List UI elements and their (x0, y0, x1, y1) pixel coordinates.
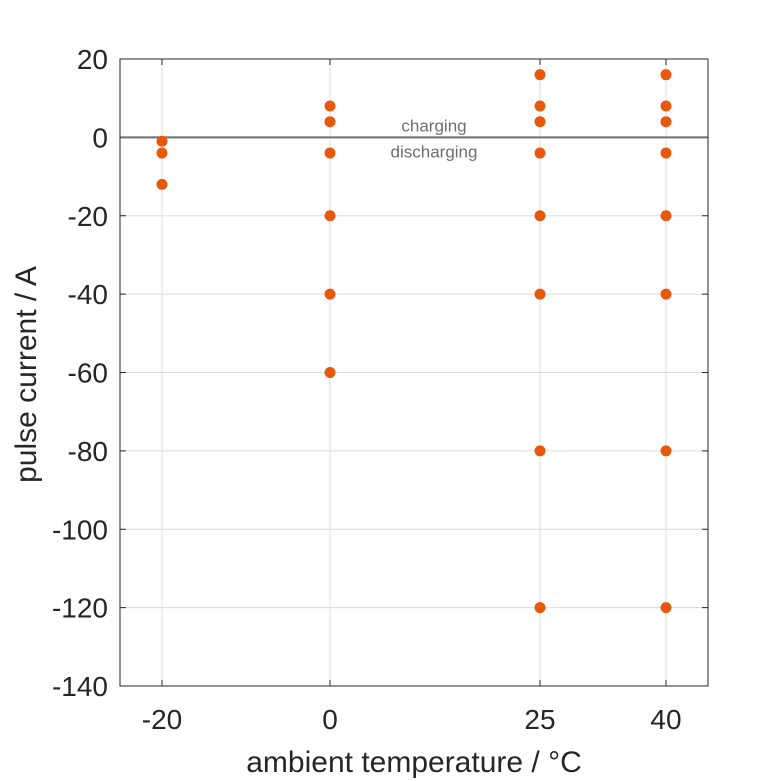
data-point (534, 147, 546, 159)
data-point (660, 445, 672, 457)
data-points (156, 69, 672, 614)
y-tick-label: -140 (52, 671, 108, 702)
annotation-charging: charging (401, 116, 466, 135)
data-point (534, 602, 546, 614)
data-point (660, 210, 672, 222)
data-point (660, 288, 672, 300)
x-tick-label: -20 (142, 704, 182, 735)
data-point (660, 602, 672, 614)
data-point (156, 178, 168, 190)
annotation-discharging: discharging (391, 142, 478, 161)
data-point (324, 210, 336, 222)
plot-frame (119, 58, 709, 687)
data-point (534, 69, 546, 81)
y-tick-label: 20 (77, 44, 108, 75)
x-tick-label: 0 (322, 704, 338, 735)
data-point (534, 288, 546, 300)
y-tick-label: 0 (92, 122, 108, 153)
y-tick-label: -40 (68, 279, 108, 310)
data-point (660, 100, 672, 112)
data-point (156, 147, 168, 159)
y-tick-label: -100 (52, 514, 108, 545)
y-tick-label: -20 (68, 201, 108, 232)
y-tick-label: -80 (68, 436, 108, 467)
y-tick-label: -120 (52, 593, 108, 624)
data-point (324, 147, 336, 159)
data-point (534, 100, 546, 112)
y-axis-label: pulse current / A (10, 266, 43, 483)
data-point (324, 116, 336, 128)
data-point (324, 367, 336, 378)
y-tick-label: -60 (68, 358, 108, 389)
data-point (534, 445, 546, 457)
data-point (324, 100, 336, 112)
data-point (156, 135, 168, 147)
x-tick-labels: -20 0 25 40 (142, 704, 682, 735)
y-tick-labels: 20 0 -20 -40 -60 -80 -100 -120 -140 (52, 44, 108, 702)
data-point (660, 147, 672, 159)
data-point (534, 116, 546, 128)
x-tick-label: 25 (524, 704, 555, 735)
data-point (660, 116, 672, 128)
x-axis-label: ambient temperature / °C (246, 746, 581, 779)
data-point (534, 210, 546, 222)
data-point (324, 288, 336, 300)
data-point (660, 69, 672, 81)
x-tick-label: 40 (650, 704, 681, 735)
